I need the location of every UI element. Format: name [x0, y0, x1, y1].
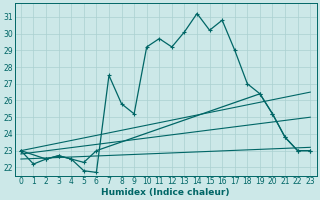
X-axis label: Humidex (Indice chaleur): Humidex (Indice chaleur) [101, 188, 230, 197]
